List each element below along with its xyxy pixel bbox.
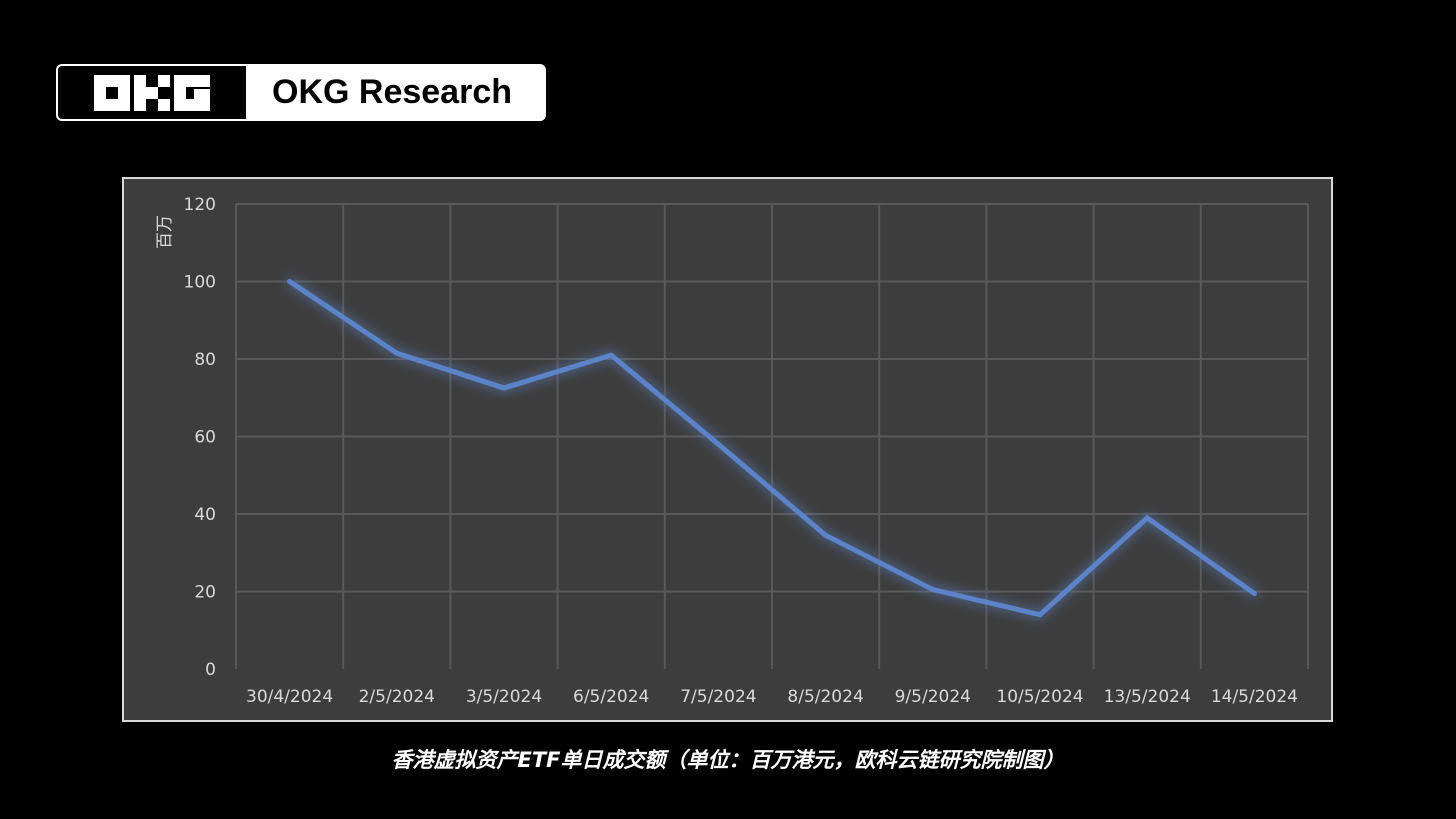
x-tick-label: 7/5/2024 — [680, 687, 756, 707]
data-point — [930, 587, 936, 593]
data-point — [1251, 590, 1257, 596]
y-tick-label: 80 — [194, 350, 216, 370]
data-point — [394, 350, 400, 356]
data-point — [1144, 515, 1150, 521]
x-tick-label: 6/5/2024 — [573, 687, 649, 707]
y-tick-label: 20 — [194, 583, 216, 603]
x-tick-label: 13/5/2024 — [1104, 687, 1191, 707]
x-tick-label: 3/5/2024 — [466, 687, 542, 707]
x-tick-label: 30/4/2024 — [246, 687, 333, 707]
gridlines — [235, 203, 1309, 669]
x-tick-label: 10/5/2024 — [996, 687, 1083, 707]
y-tick-label: 40 — [194, 505, 216, 525]
brand-name: OKG Research — [272, 73, 512, 111]
data-point — [823, 532, 829, 538]
x-tick-label: 14/5/2024 — [1211, 687, 1298, 707]
data-point — [715, 441, 721, 447]
data-point — [287, 279, 293, 284]
y-tick-label: 60 — [194, 428, 216, 448]
x-tick-label: 9/5/2024 — [895, 687, 971, 707]
y-axis-label: 百万 — [155, 215, 175, 249]
brand-logo: OKG Research — [56, 64, 546, 121]
y-axis-ticks: 0 20 40 60 80 100 120 — [184, 195, 216, 680]
x-tick-label: 8/5/2024 — [787, 687, 863, 707]
chart-frame: 0 20 40 60 80 100 120 30/4/2024 2/5/2024 3/5/202… — [122, 177, 1333, 722]
y-tick-label: 0 — [205, 660, 216, 680]
data-point — [1037, 612, 1043, 618]
series-line — [287, 279, 1257, 618]
okg-logo-icon — [58, 66, 246, 119]
x-tick-label: 2/5/2024 — [359, 687, 435, 707]
line-chart: 0 20 40 60 80 100 120 30/4/2024 2/5/2024 3/5/202… — [155, 195, 1309, 707]
chart-caption: 香港虚拟资产ETF单日成交额（单位：百万港元，欧科云链研究院制图） — [391, 748, 1065, 772]
x-axis-ticks: 30/4/2024 2/5/2024 3/5/2024 6/5/2024 7/5/202… — [246, 687, 1298, 707]
data-point — [501, 385, 507, 391]
y-tick-label: 100 — [184, 273, 216, 293]
series-layer — [287, 279, 1257, 618]
y-tick-label: 120 — [184, 195, 216, 215]
data-point — [608, 352, 614, 358]
